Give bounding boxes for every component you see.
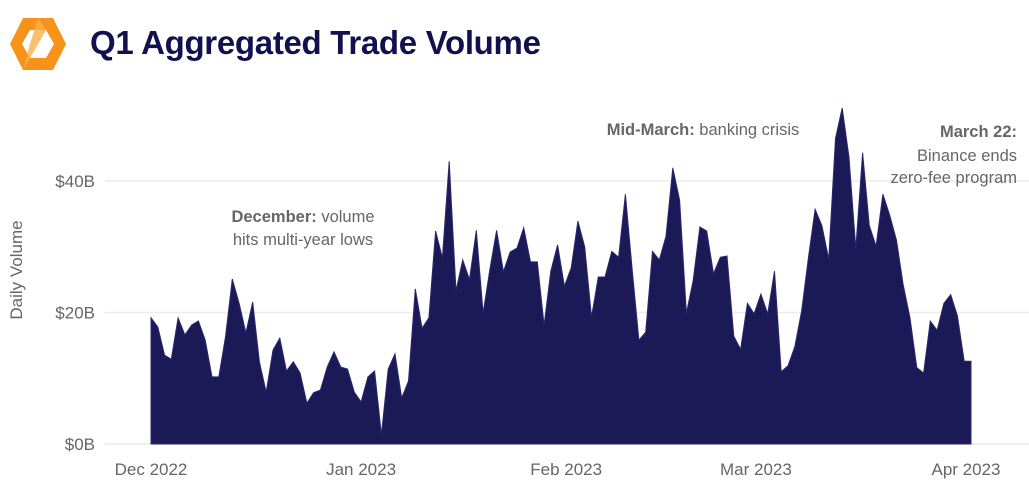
y-tick-label: $40B <box>55 172 95 191</box>
annotation-mid-march: Mid-March: banking crisis <box>607 121 800 139</box>
y-tick-label: $20B <box>55 304 95 323</box>
y-axis-label: Daily Volume <box>7 220 26 319</box>
annotation-march-22-line2: Binance ends <box>917 147 1017 165</box>
annotation-march-22: March 22: <box>940 123 1017 141</box>
annotation-december-line2: hits multi-year lows <box>233 231 373 249</box>
x-tick-label: Mar 2023 <box>720 460 792 479</box>
annotation-december: December: volume <box>231 208 374 226</box>
x-tick-label: Apr 2023 <box>932 460 1001 479</box>
logo-icon <box>10 18 66 70</box>
page-title: Q1 Aggregated Trade Volume <box>90 24 541 61</box>
x-tick-label: Feb 2023 <box>530 460 602 479</box>
x-tick-label: Dec 2022 <box>115 460 188 479</box>
y-tick-label: $0B <box>65 435 95 454</box>
annotation-march-22-line3: zero-fee program <box>890 169 1017 187</box>
volume-area <box>150 107 972 445</box>
x-tick-label: Jan 2023 <box>326 460 396 479</box>
